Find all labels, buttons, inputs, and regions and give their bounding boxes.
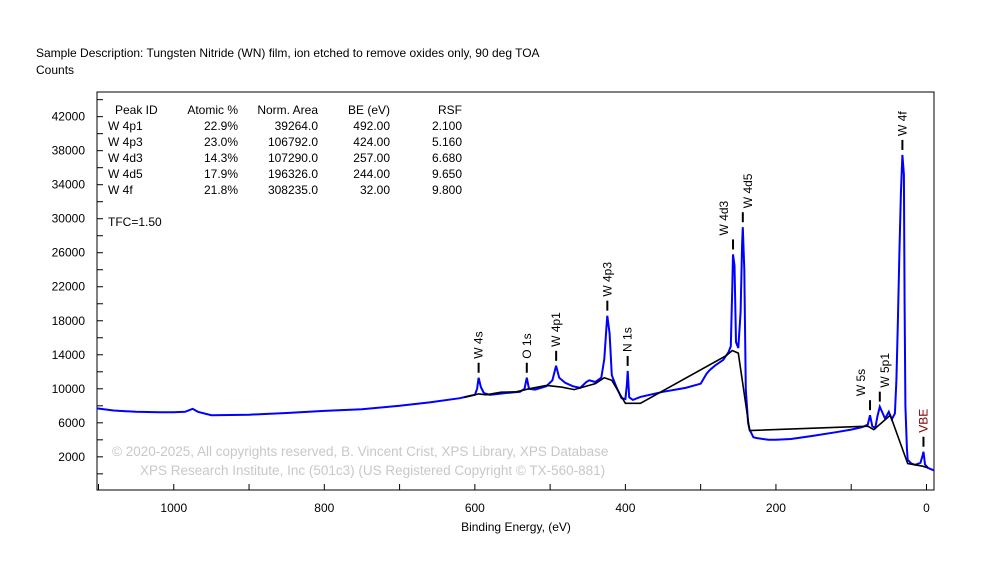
sample-description: Sample Description: Tungsten Nitride (WN… [36, 46, 540, 60]
x-tick-label: 400 [615, 501, 635, 515]
table-cell: 424.00 [353, 135, 390, 149]
x-tick-label: 0 [923, 501, 930, 515]
table-cell: 17.9% [203, 167, 238, 181]
y-tick-label: 26000 [52, 246, 86, 260]
table-cell: W 4p1 [108, 119, 143, 133]
peak-label: W 4d5 [741, 173, 755, 208]
peak-label: W 4s [472, 331, 486, 358]
table-cell: 21.8% [203, 183, 238, 197]
peak-label: O 1s [520, 333, 534, 358]
table-cell: 5.160 [431, 135, 462, 149]
table-cell: 23.0% [203, 135, 238, 149]
peak-label: W 4d3 [717, 200, 731, 235]
table-cell: 32.00 [359, 183, 390, 197]
table-cell: 106792.0 [267, 135, 318, 149]
table-cell: 492.00 [353, 119, 390, 133]
x-axis-label: Binding Energy, (eV) [461, 520, 571, 534]
table-cell: Peak ID [115, 103, 158, 117]
table-cell: W 4d3 [108, 151, 143, 165]
table-cell: 308235.0 [267, 183, 318, 197]
y-tick-label: 34000 [52, 178, 86, 192]
table-cell: W 4p3 [108, 135, 143, 149]
table-cell: 257.00 [353, 151, 390, 165]
y-tick-label: 14000 [52, 348, 86, 362]
table-cell: RSF [438, 103, 462, 117]
table-cell: 6.680 [431, 151, 462, 165]
x-tick-label: 600 [465, 501, 485, 515]
plot-frame [96, 91, 935, 491]
y-tick-label: 6000 [58, 416, 85, 430]
y-tick-label: 42000 [52, 110, 86, 124]
x-tick-label: 200 [766, 501, 786, 515]
table-cell: Norm. Area [257, 103, 318, 117]
peak-label: W 4p3 [600, 262, 614, 297]
table-cell: W 4f [108, 183, 133, 197]
y-axis-unit-label: Counts [36, 63, 75, 77]
y-tick-label: 38000 [52, 144, 86, 158]
y-tick-label: 2000 [58, 450, 85, 464]
table-cell: 9.800 [431, 183, 462, 197]
table-cell: 196326.0 [267, 167, 318, 181]
table-cell: 22.9% [203, 119, 238, 133]
peak-label: W 4f [895, 111, 909, 136]
peak-label: W 4p1 [549, 312, 563, 347]
x-tick-label: 800 [314, 501, 334, 515]
table-cell: 244.00 [353, 167, 390, 181]
table-cell: 9.650 [431, 167, 462, 181]
copyright-watermark: © 2020-2025, All copyrights reserved, B.… [112, 444, 608, 478]
table-cell: 2.100 [431, 119, 462, 133]
peak-label: W 5s [854, 369, 868, 396]
watermark-line-2: XPS Research Institute, Inc (501c3) (US … [140, 463, 605, 478]
table-cell: Atomic % [187, 103, 238, 117]
peak-label: W 5p1 [878, 353, 892, 388]
watermark-line-1: © 2020-2025, All copyrights reserved, B.… [112, 444, 608, 459]
x-tick-label: 1000 [160, 501, 187, 515]
y-tick-label: 22000 [52, 280, 86, 294]
y-tick-label: 30000 [52, 212, 86, 226]
table-cell: BE (eV) [347, 103, 390, 117]
tfc-label: TFC=1.50 [108, 215, 162, 229]
y-tick-label: 18000 [52, 314, 86, 328]
background-line [464, 349, 929, 469]
table-cell: W 4d5 [108, 167, 143, 181]
y-tick-label: 10000 [52, 382, 86, 396]
table-cell: 107290.0 [267, 151, 318, 165]
table-cell: 39264.0 [274, 119, 318, 133]
table-cell: 14.3% [203, 151, 238, 165]
peak-label: VBE [916, 409, 930, 433]
spectrum-line [96, 154, 935, 472]
peak-label: N 1s [621, 327, 635, 352]
